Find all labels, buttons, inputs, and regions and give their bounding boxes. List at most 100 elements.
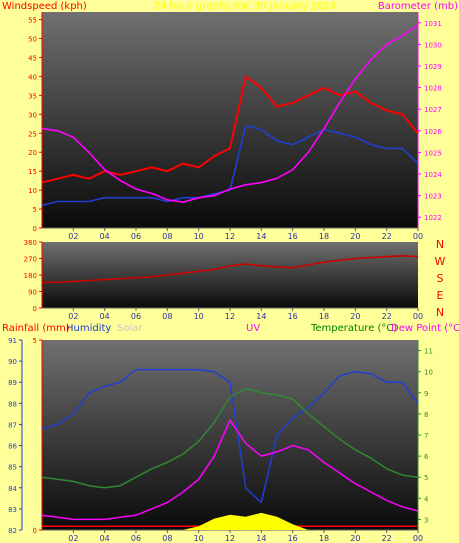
temperature-label: Temperature (°C) [310, 323, 397, 334]
compass-letter-n: N [436, 306, 444, 319]
average-line [41, 124, 419, 207]
multi-x-tick-label: 10 [194, 534, 204, 543]
dir-x-tick-label: 12 [225, 312, 235, 321]
direction-tick-label: 90 [28, 289, 37, 297]
dir-x-tick-label: 04 [100, 312, 110, 321]
wind-x-tick-label: 22 [382, 232, 392, 241]
humidity-tick-label: 83 [8, 506, 17, 514]
direction-y-axis: 0 90 180 270 360 [24, 239, 43, 313]
rainfall-tick-label: 5 [33, 337, 37, 345]
humidity-tick-label: 85 [8, 464, 17, 472]
temperature-tick-label: 7 [424, 432, 428, 440]
wind-x-tick-label: 08 [162, 232, 172, 241]
direction-x-axis: 02 04 06 08 10 12 14 16 18 20 22 00 [42, 307, 423, 321]
humidity-y-axis: 82 83 84 85 86 87 88 89 90 91 [8, 337, 23, 535]
direction-plot-area [42, 242, 418, 308]
solar-area [42, 512, 418, 530]
dew-point-line [41, 419, 419, 521]
wind-series [41, 24, 419, 207]
direction-tick-label: 0 [33, 305, 37, 313]
windspeed-label: Windspeed (kph) [2, 1, 87, 12]
multi-x-tick-label: 18 [319, 534, 329, 543]
wind-x-tick-label: 12 [225, 232, 235, 241]
windspeed-tick-label: 0 [33, 225, 37, 233]
multi-series [41, 368, 419, 530]
barometer-tick-label: 1027 [424, 106, 442, 114]
dir-x-tick-label: 08 [162, 312, 172, 321]
multi-plot-area [42, 340, 418, 530]
rainfall-label: Rainfall (mm) [2, 323, 70, 334]
rainfall-tick-label: 0 [33, 527, 37, 535]
wind-x-axis: 02 04 06 08 10 12 14 16 18 20 22 00 [42, 227, 423, 241]
barometer-tick-label: 1026 [424, 128, 442, 136]
multi-x-tick-label: 06 [131, 534, 141, 543]
windspeed-tick-label: 10 [28, 187, 37, 195]
direction-tick-label: 360 [24, 239, 37, 247]
dir-x-tick-label: 10 [194, 312, 204, 321]
barometer-tick-label: 1023 [424, 193, 442, 201]
gust-line [41, 75, 419, 184]
multi-x-tick-label: 14 [256, 534, 266, 543]
dir-x-tick-label: 22 [382, 312, 392, 321]
windspeed-tick-label: 5 [33, 206, 37, 214]
windspeed-tick-label: 35 [28, 92, 37, 100]
dir-x-tick-label: 18 [319, 312, 329, 321]
dewpoint-label: Dew Point (°C) [391, 323, 459, 334]
windspeed-tick-label: 20 [28, 149, 37, 157]
humidity-tick-label: 90 [8, 358, 17, 366]
direction-series [42, 255, 419, 284]
wind-x-tick-label: 18 [319, 232, 329, 241]
wind-x-tick-label: 00 [413, 232, 423, 241]
temperature-y-axis: 3 4 5 6 7 8 9 10 11 [417, 340, 433, 530]
humidity-tick-label: 87 [8, 421, 17, 429]
wind-x-tick-label: 06 [131, 232, 141, 241]
multi-x-tick-label: 20 [350, 534, 360, 543]
multi-x-tick-label: 02 [68, 534, 78, 543]
windspeed-tick-label: 55 [28, 17, 37, 25]
barometer-tick-label: 1025 [424, 149, 442, 157]
barometer-line [41, 24, 419, 203]
windspeed-tick-label: 40 [28, 73, 37, 81]
wind-x-tick-label: 10 [194, 232, 204, 241]
multi-x-tick-label: 16 [288, 534, 298, 543]
multi-x-tick-label: 12 [225, 534, 235, 543]
wind-plot-area [42, 12, 418, 228]
barometer-tick-label: 1028 [424, 85, 442, 93]
compass-letter-e: E [437, 289, 444, 302]
barometer-tick-label: 1031 [424, 20, 442, 28]
wind-x-tick-label: 14 [256, 232, 266, 241]
dir-x-tick-label: 20 [350, 312, 360, 321]
temperature-tick-label: 11 [424, 348, 433, 356]
windspeed-y-axis: 0 5 10 15 20 25 30 35 40 45 50 55 [28, 12, 43, 233]
temperature-tick-label: 4 [424, 495, 429, 503]
uv-label: UV [246, 323, 260, 334]
temperature-line [41, 387, 419, 489]
barometer-tick-label: 1029 [424, 63, 442, 71]
temperature-tick-label: 5 [424, 474, 428, 482]
multi-x-tick-label: 00 [413, 534, 423, 543]
temperature-tick-label: 9 [424, 390, 428, 398]
multi-x-axis: 02 04 06 08 10 12 14 16 18 20 22 00 [42, 529, 423, 543]
humidity-tick-label: 88 [8, 400, 17, 408]
windspeed-tick-label: 15 [28, 168, 37, 176]
temperature-tick-label: 10 [424, 369, 433, 377]
humidity-line [41, 368, 419, 504]
wind-direction-line [42, 255, 419, 284]
dir-x-tick-label: 06 [131, 312, 141, 321]
windspeed-tick-label: 45 [28, 54, 37, 62]
humidity-tick-label: 86 [8, 443, 17, 451]
compass-letter-s: S [437, 272, 444, 285]
direction-tick-label: 270 [24, 256, 37, 264]
barometer-label: Barometer (mb) [378, 1, 458, 12]
barometer-y-axis: 1022 1023 1024 1025 1026 1027 1028 1029 1030 1031 [417, 12, 442, 228]
direction-tick-label: 180 [24, 272, 37, 280]
wind-x-tick-label: 16 [288, 232, 298, 241]
humidity-tick-label: 91 [8, 337, 17, 345]
humidity-tick-label: 89 [8, 379, 17, 387]
wind-x-tick-label: 20 [350, 232, 360, 241]
wind-x-tick-label: 04 [100, 232, 110, 241]
wind-x-tick-label: 02 [68, 232, 78, 241]
barometer-tick-label: 1022 [424, 214, 442, 222]
